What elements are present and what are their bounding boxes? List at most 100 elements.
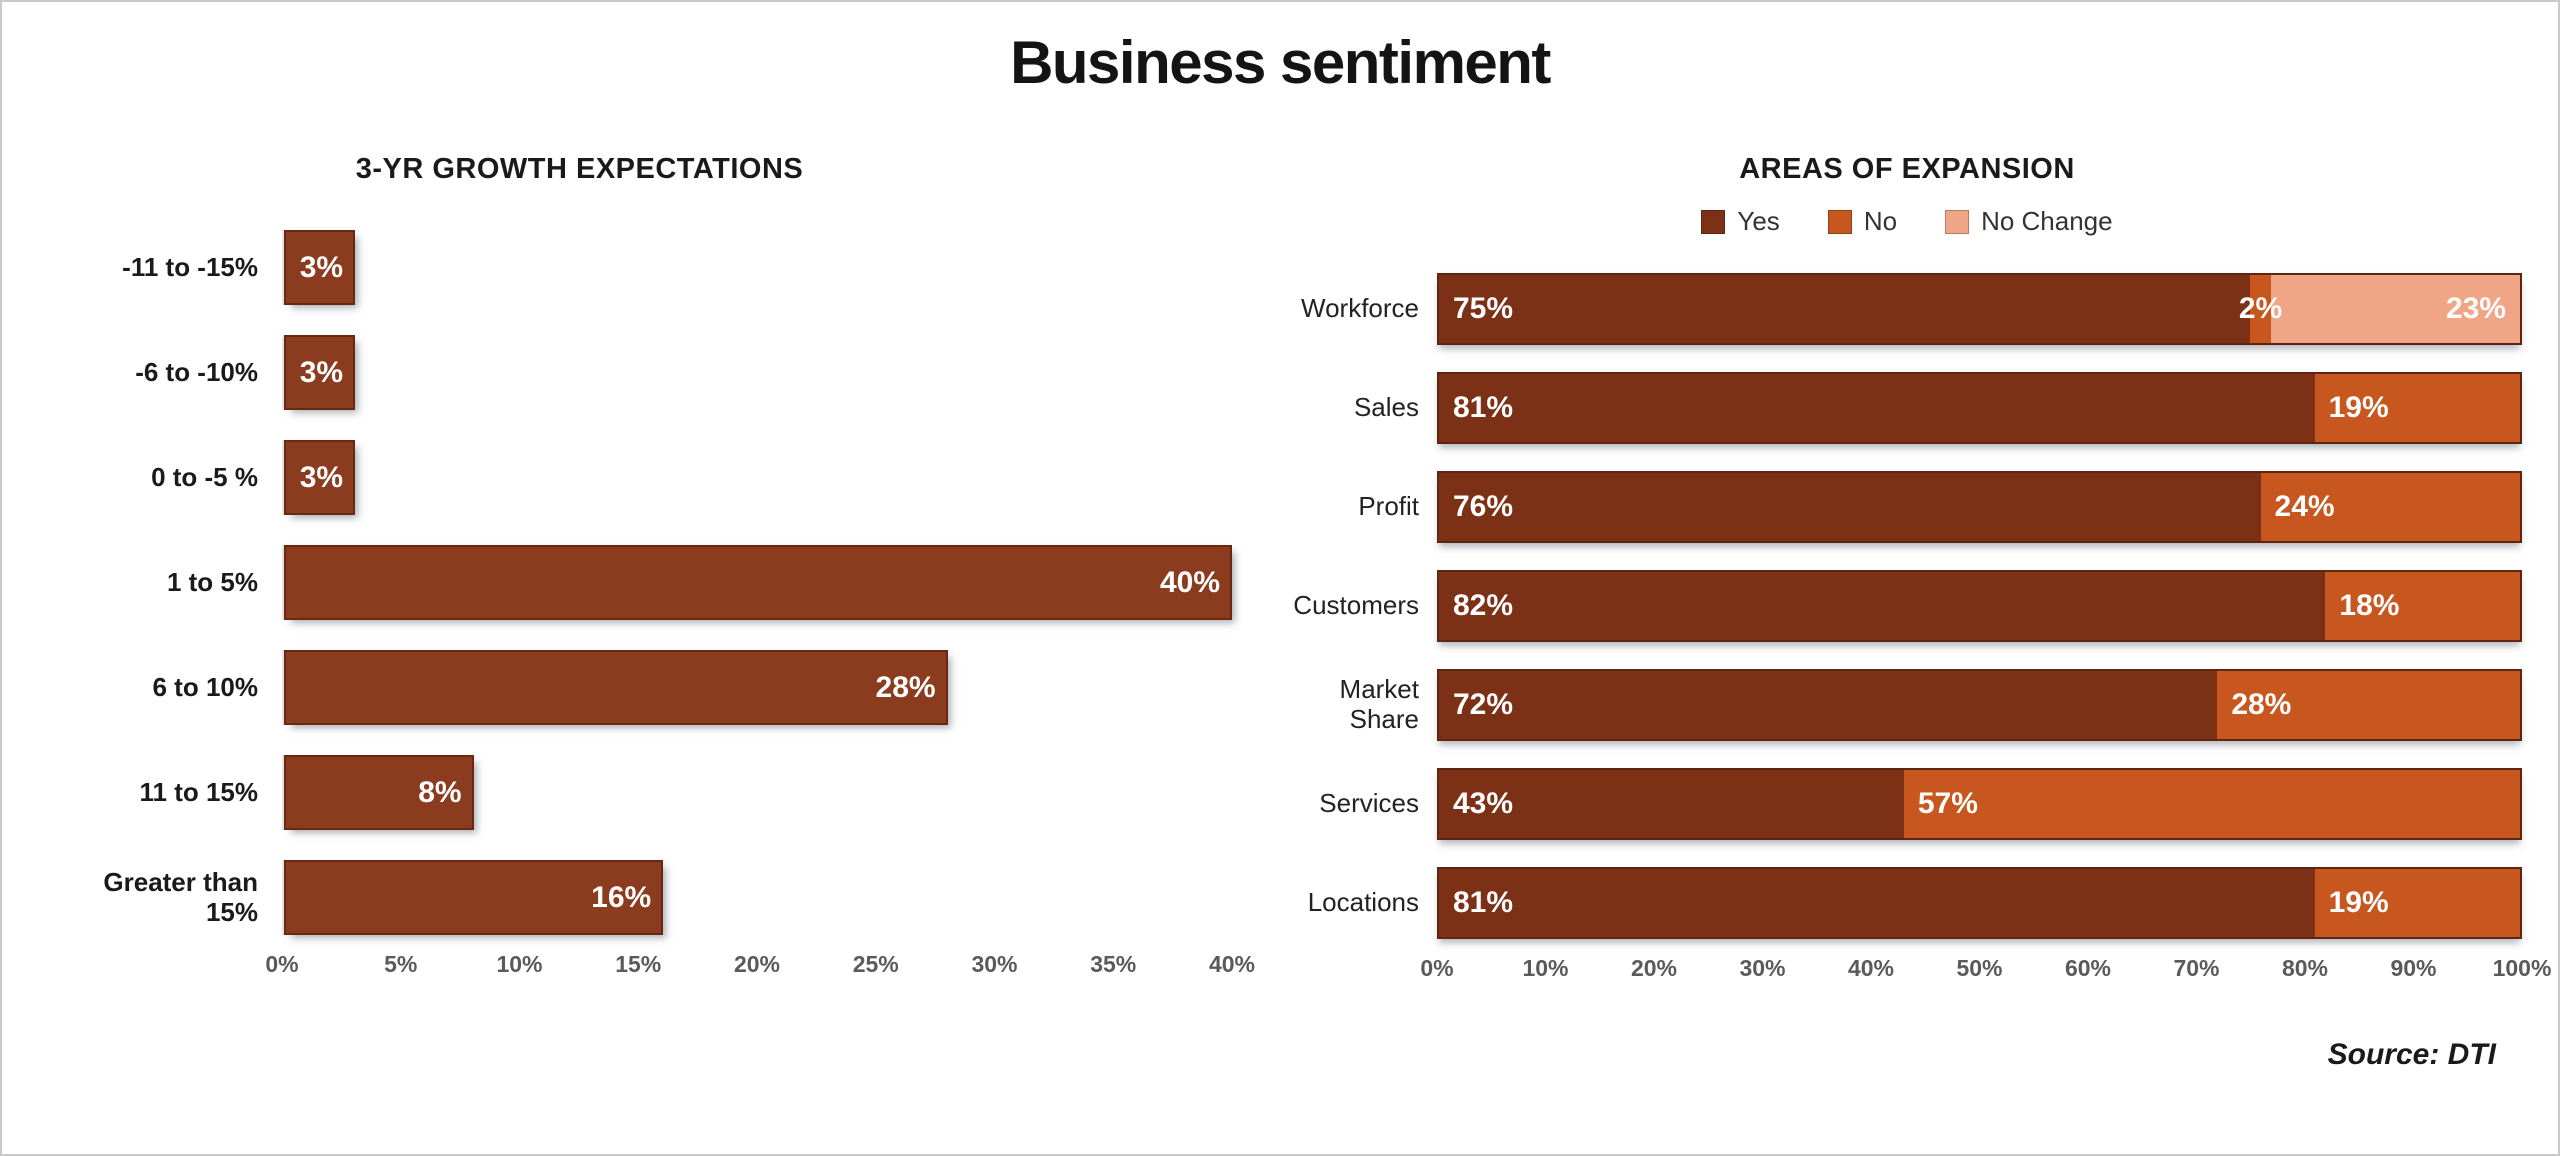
value-label: 3% <box>299 250 344 284</box>
value-label: 19% <box>2328 886 2389 919</box>
axis-tick: 0% <box>265 951 299 977</box>
axis-tick: 5% <box>384 951 418 977</box>
stacked-bar: 75% 2% 23% <box>1437 273 2522 345</box>
axis-tick: 100% <box>2492 955 2552 981</box>
stacked-bar-row: Locations 81% 19% <box>1292 867 2522 939</box>
bar: 16% <box>284 860 664 935</box>
category-label: -6 to -10% <box>135 356 258 387</box>
category-label: Greater than 15% <box>103 867 258 927</box>
axis-tick: 70% <box>2173 955 2220 981</box>
right-x-axis: 0% 10% 20% 30% 40% 50% 60% 70% 80% 90% 1… <box>1420 955 2551 989</box>
category-label: Locations <box>1307 887 1419 918</box>
axis-tick: 15% <box>615 951 662 977</box>
category-label: 0 to -5 % <box>151 461 258 492</box>
plot-area: 28% <box>282 650 1232 725</box>
value-label: 81% <box>1453 391 1514 424</box>
value-label: 43% <box>1453 787 1514 820</box>
legend-item-no-change: No Change <box>1945 206 2113 237</box>
category-label: Customers <box>1293 590 1419 621</box>
segment-no-change: 23% <box>2271 275 2520 343</box>
bar: 3% <box>284 335 356 410</box>
category-label: Workforce <box>1301 293 1419 324</box>
category-label: 6 to 10% <box>152 671 259 702</box>
axis-tick: 40% <box>1847 955 1895 981</box>
value-label: 2% <box>2238 292 2283 325</box>
value-label: 76% <box>1453 490 1514 523</box>
stacked-bar: 81% 19% <box>1437 867 2522 939</box>
category-label: Services <box>1319 788 1419 819</box>
value-label: 81% <box>1453 886 1514 919</box>
source-credit: Source: DTI <box>2327 1038 2496 1071</box>
axis-tick: 40% <box>1208 951 1256 977</box>
bar: 28% <box>284 650 948 725</box>
axis-tick: 30% <box>971 951 1018 977</box>
bar: 3% <box>284 440 356 515</box>
axis-tick: 80% <box>2281 955 2329 981</box>
stacked-bar: 82% 18% <box>1437 570 2522 642</box>
charts-container: 3-YR GROWTH EXPECTATIONS -11 to -15% 3% … <box>2 153 2558 989</box>
plot-area: 16% <box>282 860 1232 935</box>
value-label: 72% <box>1453 688 1514 721</box>
segment-no: 2% <box>2239 275 2282 343</box>
segment-no: 19% <box>2314 374 2520 442</box>
left-chart-title: 3-YR GROWTH EXPECTATIONS <box>355 153 804 185</box>
plot-area: 40% <box>282 545 1232 620</box>
category-label: Market Share <box>1339 674 1419 734</box>
stacked-bar-row: Workforce 75% 2% 23% <box>1292 273 2522 345</box>
plot-area: 8% <box>282 755 1232 830</box>
stacked-bar-row: Customers 82% 18% <box>1292 570 2522 642</box>
segment-no: 19% <box>2314 869 2520 937</box>
axis-tick: 20% <box>1630 955 1678 981</box>
bar: 3% <box>284 230 356 305</box>
legend-swatch-no-change <box>1945 209 1970 234</box>
legend-swatch-yes <box>1701 209 1726 234</box>
bar-row: -11 to -15% 3% <box>87 230 1232 305</box>
segment-no: 18% <box>2325 572 2520 640</box>
bar-row: 1 to 5% 40% <box>87 545 1232 620</box>
axis-tick: 60% <box>2064 955 2112 981</box>
value-label: 3% <box>299 355 344 389</box>
segment-yes: 75% <box>1439 275 2250 343</box>
bar-row: Greater than 15% 16% <box>87 860 1232 935</box>
axis-tick: 0% <box>1420 955 1454 981</box>
legend-label: Yes <box>1737 206 1780 236</box>
segment-yes: 82% <box>1439 572 2326 640</box>
stacked-bar-row: Market Share 72% 28% <box>1292 669 2522 741</box>
bar: 8% <box>284 755 474 830</box>
stacked-bar: 76% 24% <box>1437 471 2522 543</box>
areas-of-expansion-chart: AREAS OF EXPANSION Yes No No Change Work <box>1292 153 2551 989</box>
bar-row: 11 to 15% 8% <box>87 755 1232 830</box>
value-label: 8% <box>418 775 462 809</box>
segment-yes: 43% <box>1439 770 1904 838</box>
plot-area: 3% <box>282 335 1232 410</box>
segment-yes: 81% <box>1439 374 2315 442</box>
axis-tick: 90% <box>2390 955 2437 981</box>
category-label: 1 to 5% <box>166 566 258 597</box>
segment-yes: 81% <box>1439 869 2315 937</box>
category-label: -11 to -15% <box>122 251 258 282</box>
left-chart-rows: -11 to -15% 3% -6 to -10% 3% <box>87 230 1232 935</box>
bar-row: 6 to 10% 28% <box>87 650 1232 725</box>
category-label: 11 to 15% <box>139 776 258 807</box>
stacked-bar: 43% 57% <box>1437 768 2522 840</box>
stacked-bar: 72% 28% <box>1437 669 2522 741</box>
axis-tick: 35% <box>1090 951 1137 977</box>
axis-tick: 10% <box>496 951 543 977</box>
value-label: 40% <box>1159 565 1220 599</box>
legend-swatch-no <box>1827 209 1852 234</box>
legend-label: No <box>1863 206 1898 236</box>
left-x-axis: 0% 5% 10% 15% 20% 25% 30% 35% 40% <box>265 951 1255 985</box>
segment-no: 24% <box>2260 473 2520 541</box>
legend-item-yes: Yes <box>1701 206 1780 237</box>
axis-tick: 10% <box>1522 955 1569 981</box>
right-chart-title: AREAS OF EXPANSION <box>1739 153 2075 185</box>
category-label: Profit <box>1358 491 1419 522</box>
bar-row: -6 to -10% 3% <box>87 335 1232 410</box>
value-label: 28% <box>2231 688 2292 721</box>
value-label: 3% <box>299 460 344 494</box>
bar-row: 0 to -5 % 3% <box>87 440 1232 515</box>
plot-area: 3% <box>282 440 1232 515</box>
segment-no: 57% <box>1903 770 2520 838</box>
value-label: 23% <box>2445 292 2506 325</box>
value-label: 18% <box>2339 589 2400 622</box>
